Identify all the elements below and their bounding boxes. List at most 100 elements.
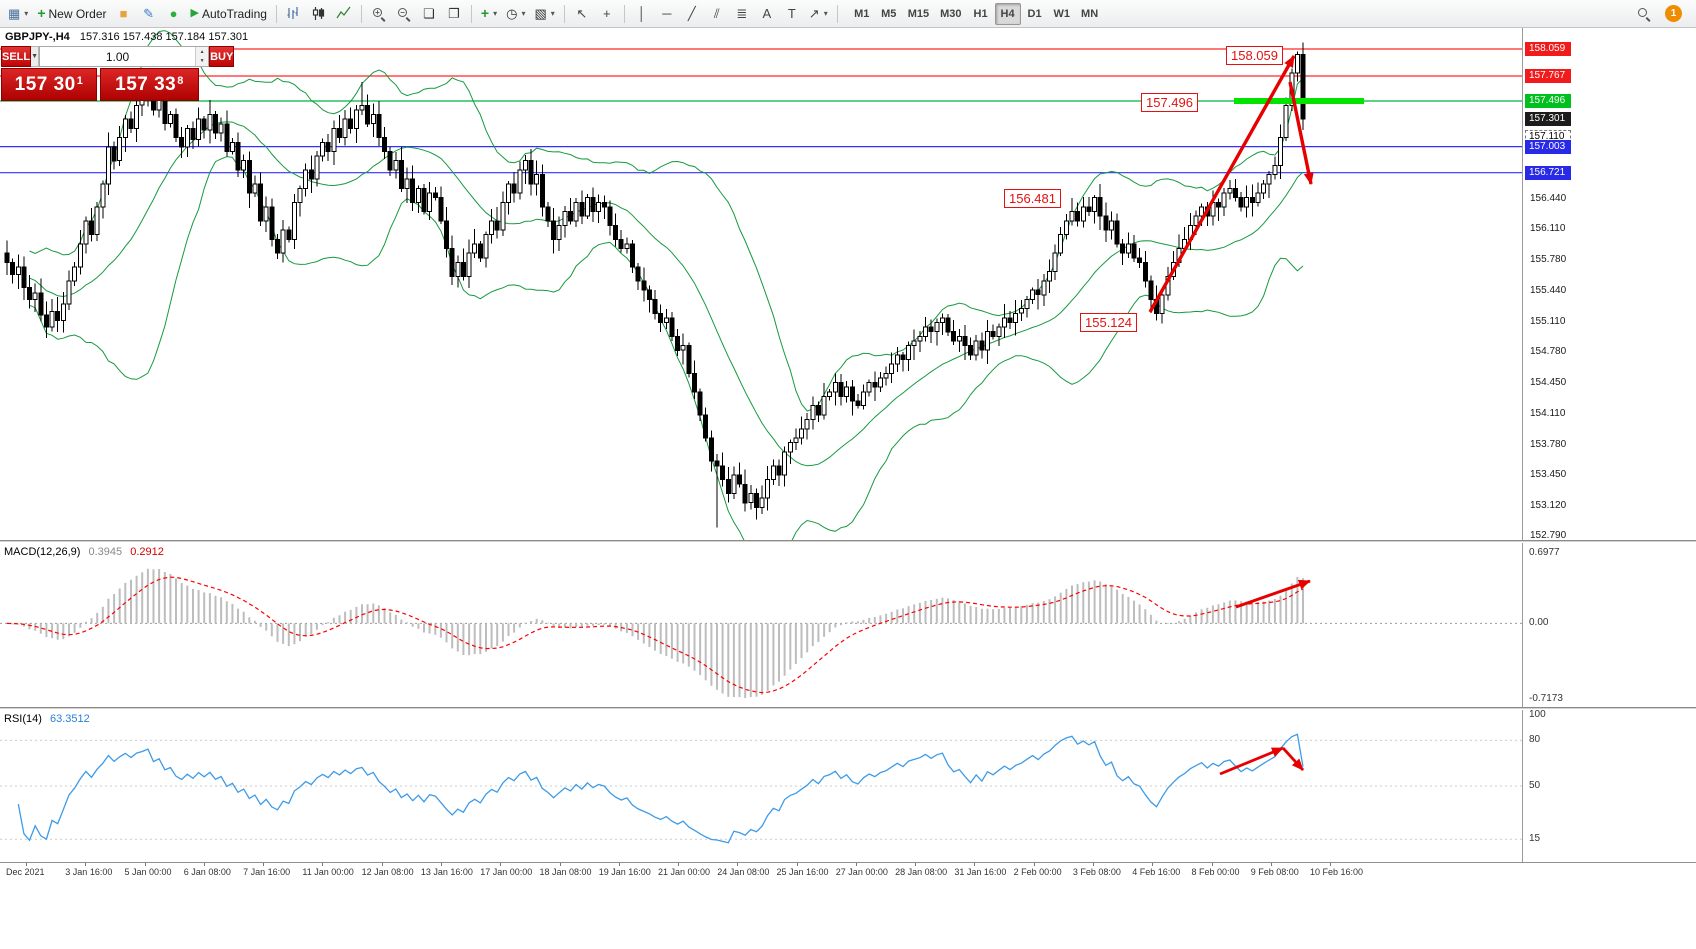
- time-axis-label: Dec 2021: [6, 867, 45, 877]
- rsi-scale-label: 15: [1529, 833, 1541, 845]
- indicators-button[interactable]: + ▾: [477, 2, 501, 26]
- sell-price[interactable]: 157 30 1: [1, 68, 97, 101]
- fibonacci-icon: ≣: [736, 5, 748, 21]
- volume-input[interactable]: [40, 47, 196, 66]
- price-annotation[interactable]: 155.124: [1080, 313, 1137, 332]
- zoom-out-button[interactable]: −: [392, 2, 416, 26]
- spin-down-icon[interactable]: ▼: [196, 56, 209, 66]
- time-axis-label: 11 Jan 00:00: [302, 867, 354, 877]
- toolbar-separator: [623, 4, 625, 23]
- trend-arrow[interactable]: [1281, 747, 1305, 771]
- community-button[interactable]: ●: [162, 2, 186, 26]
- timeframe-h1-button[interactable]: H1: [968, 3, 994, 25]
- price-marker[interactable]: 157.496: [1525, 94, 1571, 108]
- line-chart-button[interactable]: [332, 2, 356, 26]
- time-axis-label: 3 Feb 08:00: [1072, 867, 1121, 877]
- rsi-panel[interactable]: [0, 710, 1522, 862]
- spin-up-icon[interactable]: ▲: [196, 47, 209, 57]
- trendline-icon: ╱: [687, 5, 696, 21]
- price-marker[interactable]: 157.003: [1525, 139, 1571, 154]
- metaeditor-button[interactable]: ✎: [137, 2, 161, 26]
- price-marker[interactable]: 157.301: [1525, 112, 1571, 126]
- timeframe-m30-button[interactable]: M30: [935, 3, 966, 25]
- notification-badge[interactable]: 1: [1665, 5, 1682, 22]
- new-chart-button[interactable]: ▦ ▾: [4, 2, 32, 26]
- text-button[interactable]: A: [755, 2, 779, 26]
- zoom-out-icon: −: [397, 7, 411, 21]
- horizontal-line-button[interactable]: ─: [655, 2, 679, 26]
- timeframe-mn-button[interactable]: MN: [1076, 3, 1103, 25]
- macd-scale-zero: 0.00: [1529, 617, 1549, 629]
- toolbar-right-group: 1: [1632, 2, 1692, 26]
- thick-highlight-line[interactable]: [1234, 98, 1364, 104]
- search-button[interactable]: [1632, 2, 1656, 26]
- autotrading-button[interactable]: ▶ AutoTrading: [187, 2, 271, 26]
- timeframe-d1-button[interactable]: D1: [1022, 3, 1048, 25]
- price-tick: 155.780: [1530, 253, 1567, 265]
- time-axis-label: 13 Jan 16:00: [420, 867, 473, 877]
- rsi-scale-label: 50: [1529, 780, 1541, 791]
- timeframe-w1-button[interactable]: W1: [1049, 3, 1076, 25]
- price-marker[interactable]: 158.059: [1525, 42, 1571, 56]
- horizontal-line-icon: ─: [662, 6, 672, 21]
- trend-arrow[interactable]: [1235, 579, 1311, 609]
- crosshair-button[interactable]: +: [595, 2, 619, 26]
- cascade-windows-icon: ❐: [448, 6, 460, 21]
- text-label-button[interactable]: T: [780, 2, 804, 26]
- candlestick-button[interactable]: [307, 2, 331, 26]
- price-chart[interactable]: [0, 28, 1522, 540]
- market-button[interactable]: ■: [112, 2, 136, 26]
- trend-arrow[interactable]: [1148, 55, 1296, 313]
- price-marker[interactable]: 157.767: [1525, 69, 1571, 83]
- macd-panel[interactable]: [0, 543, 1522, 707]
- price-marker[interactable]: 156.721: [1525, 165, 1571, 180]
- price-tick: 156.440: [1530, 192, 1567, 204]
- symbol-period-label: GBPJPY-,H4: [5, 31, 70, 43]
- sell-button[interactable]: SELL: [1, 46, 32, 67]
- timeframe-h4-button[interactable]: H4: [994, 2, 1021, 25]
- chevron-down-icon: ▾: [493, 9, 498, 18]
- rsi-scale-label: 80: [1529, 734, 1541, 746]
- trend-arrow[interactable]: [1288, 81, 1314, 185]
- time-axis-label: 9 Feb 08:00: [1250, 867, 1299, 877]
- equidistant-channel-button[interactable]: ⫽: [705, 2, 729, 26]
- time-axis-label: 4 Feb 16:00: [1132, 867, 1181, 877]
- price-scale[interactable]: 158.059 157.767 157.496 157.301 157.110 157.0…: [1522, 28, 1696, 880]
- trend-arrow[interactable]: [1219, 746, 1284, 776]
- price-annotation[interactable]: 158.059: [1226, 46, 1283, 65]
- cursor-button[interactable]: ↖: [570, 2, 594, 26]
- macd-scale-bottom: -0.7173: [1529, 693, 1563, 704]
- zoom-in-icon: +: [372, 7, 386, 21]
- order-type-caret-button[interactable]: ▼: [31, 46, 40, 67]
- trendline-button[interactable]: ╱: [680, 2, 704, 26]
- time-tick: [1152, 863, 1154, 866]
- time-axis[interactable]: Dec 2021 3 Jan 16:00 5 Jan 00:00 6 Jan 08:0…: [0, 862, 1696, 880]
- rsi-panel-divider[interactable]: [0, 707, 1696, 710]
- arrows-button[interactable]: ↗ ▾: [805, 2, 832, 26]
- time-axis-label: 2 Feb 00:00: [1013, 867, 1062, 877]
- timeframe-m15-button[interactable]: M15: [903, 3, 934, 25]
- buy-price[interactable]: 157 33 8: [100, 68, 199, 101]
- templates-button[interactable]: ▧ ▾: [530, 2, 558, 26]
- price-annotation[interactable]: 156.481: [1004, 189, 1061, 208]
- tile-windows-button[interactable]: ❏: [417, 2, 441, 26]
- timeframe-m1-button[interactable]: M1: [849, 3, 875, 25]
- price-tick: 153.450: [1530, 469, 1567, 480]
- zoom-in-button[interactable]: +: [367, 2, 391, 26]
- bollinger-middle-band: [29, 121, 1304, 467]
- timeframe-m5-button[interactable]: M5: [876, 3, 902, 25]
- bar-chart-button[interactable]: [282, 2, 306, 26]
- price-annotation[interactable]: 157.496: [1141, 93, 1198, 112]
- rsi-line: [17, 733, 1304, 844]
- new-order-button[interactable]: + New Order: [33, 2, 110, 26]
- periods-button[interactable]: ◷ ▾: [502, 2, 529, 26]
- time-axis-label: 5 Jan 00:00: [124, 867, 172, 877]
- buy-button[interactable]: BUY: [209, 46, 235, 67]
- macd-panel-divider[interactable]: [0, 540, 1696, 543]
- time-tick: [1330, 863, 1331, 866]
- market-icon: ■: [119, 6, 128, 21]
- price-tick: 154.450: [1530, 376, 1567, 388]
- vertical-line-button[interactable]: │: [630, 2, 654, 26]
- fibonacci-button[interactable]: ≣: [730, 2, 754, 26]
- cascade-windows-button[interactable]: ❐: [442, 2, 466, 26]
